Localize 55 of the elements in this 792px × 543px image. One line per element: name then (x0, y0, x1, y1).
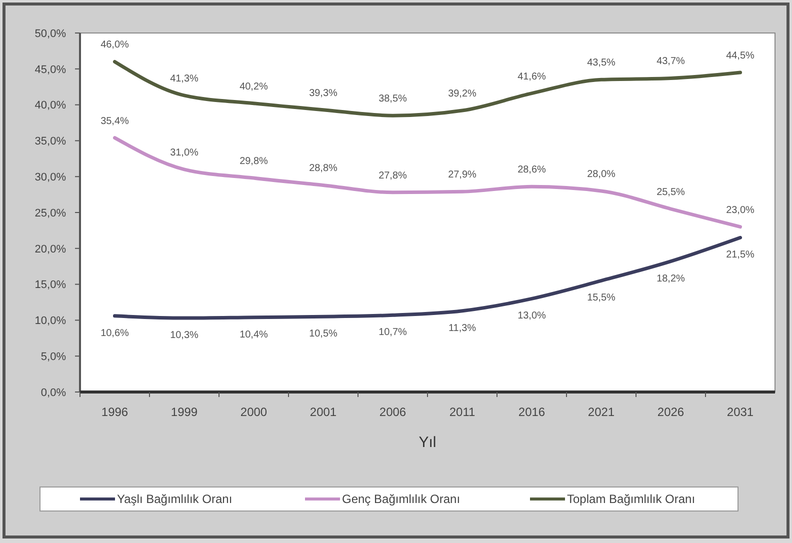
data-label: 23,0% (726, 204, 755, 216)
data-label: 11,3% (448, 322, 476, 334)
x-tick-label: 2016 (518, 405, 546, 419)
data-label: 10,6% (100, 328, 130, 339)
data-label: 39,2% (448, 88, 477, 100)
x-axis-title: Yıl (418, 434, 436, 451)
data-label: 28,6% (518, 164, 546, 176)
x-tick-label: 2000 (240, 405, 268, 419)
x-tick-label: 2011 (449, 405, 476, 419)
x-tick-label: 2006 (379, 405, 406, 419)
y-tick-label: 5,0% (40, 350, 66, 363)
data-label: 41,3% (170, 73, 199, 84)
data-label: 27,8% (378, 170, 408, 182)
legend-label: Toplam Bağımlılık Oranı (567, 492, 696, 506)
x-tick-label: 1999 (170, 405, 198, 419)
data-label: 44,5% (726, 50, 755, 62)
y-tick-label: 0,0% (40, 386, 66, 399)
data-label: 28,8% (309, 163, 338, 174)
data-label: 31,0% (170, 147, 199, 158)
data-label: 43,5% (587, 58, 616, 69)
x-tick-label: 2001 (310, 405, 337, 419)
data-label: 46,0% (100, 40, 130, 51)
data-label: 21,5% (726, 250, 755, 261)
data-label: 10,4% (240, 329, 268, 340)
data-label: 38,5% (378, 94, 408, 105)
y-tick-label: 30,0% (34, 171, 66, 184)
data-label: 10,5% (309, 328, 338, 340)
legend-label: Genç Bağımlılık Oranı (342, 492, 460, 506)
data-label: 25,5% (656, 186, 686, 198)
data-label: 27,9% (448, 170, 477, 181)
data-label: 35,4% (100, 116, 130, 127)
data-label: 40,2% (240, 81, 268, 92)
data-label: 10,3% (170, 330, 199, 342)
data-label: 15,5% (587, 292, 616, 304)
y-tick-label: 25,0% (34, 207, 66, 220)
y-tick-label: 15,0% (34, 279, 66, 292)
data-label: 13,0% (518, 310, 546, 322)
legend-label: Yaşlı Bağımlılık Oranı (117, 492, 232, 506)
x-tick-label: 2031 (726, 405, 754, 419)
y-tick-label: 40,0% (34, 100, 66, 112)
data-label: 41,6% (518, 71, 546, 82)
y-tick-label: 45,0% (34, 64, 66, 76)
y-tick-label: 35,0% (34, 136, 66, 148)
x-tick-label: 1996 (101, 405, 128, 419)
x-tick-label: 2021 (588, 405, 615, 419)
data-label: 39,3% (309, 88, 338, 99)
data-label: 29,8% (240, 156, 268, 168)
y-tick-label: 50,0% (34, 28, 66, 40)
data-label: 28,0% (587, 168, 616, 180)
x-tick-label: 2026 (657, 405, 684, 419)
y-tick-label: 10,0% (34, 315, 66, 328)
data-label: 18,2% (656, 273, 686, 284)
y-tick-label: 20,0% (34, 243, 66, 256)
data-label: 10,7% (378, 327, 408, 338)
data-label: 43,7% (656, 56, 686, 68)
